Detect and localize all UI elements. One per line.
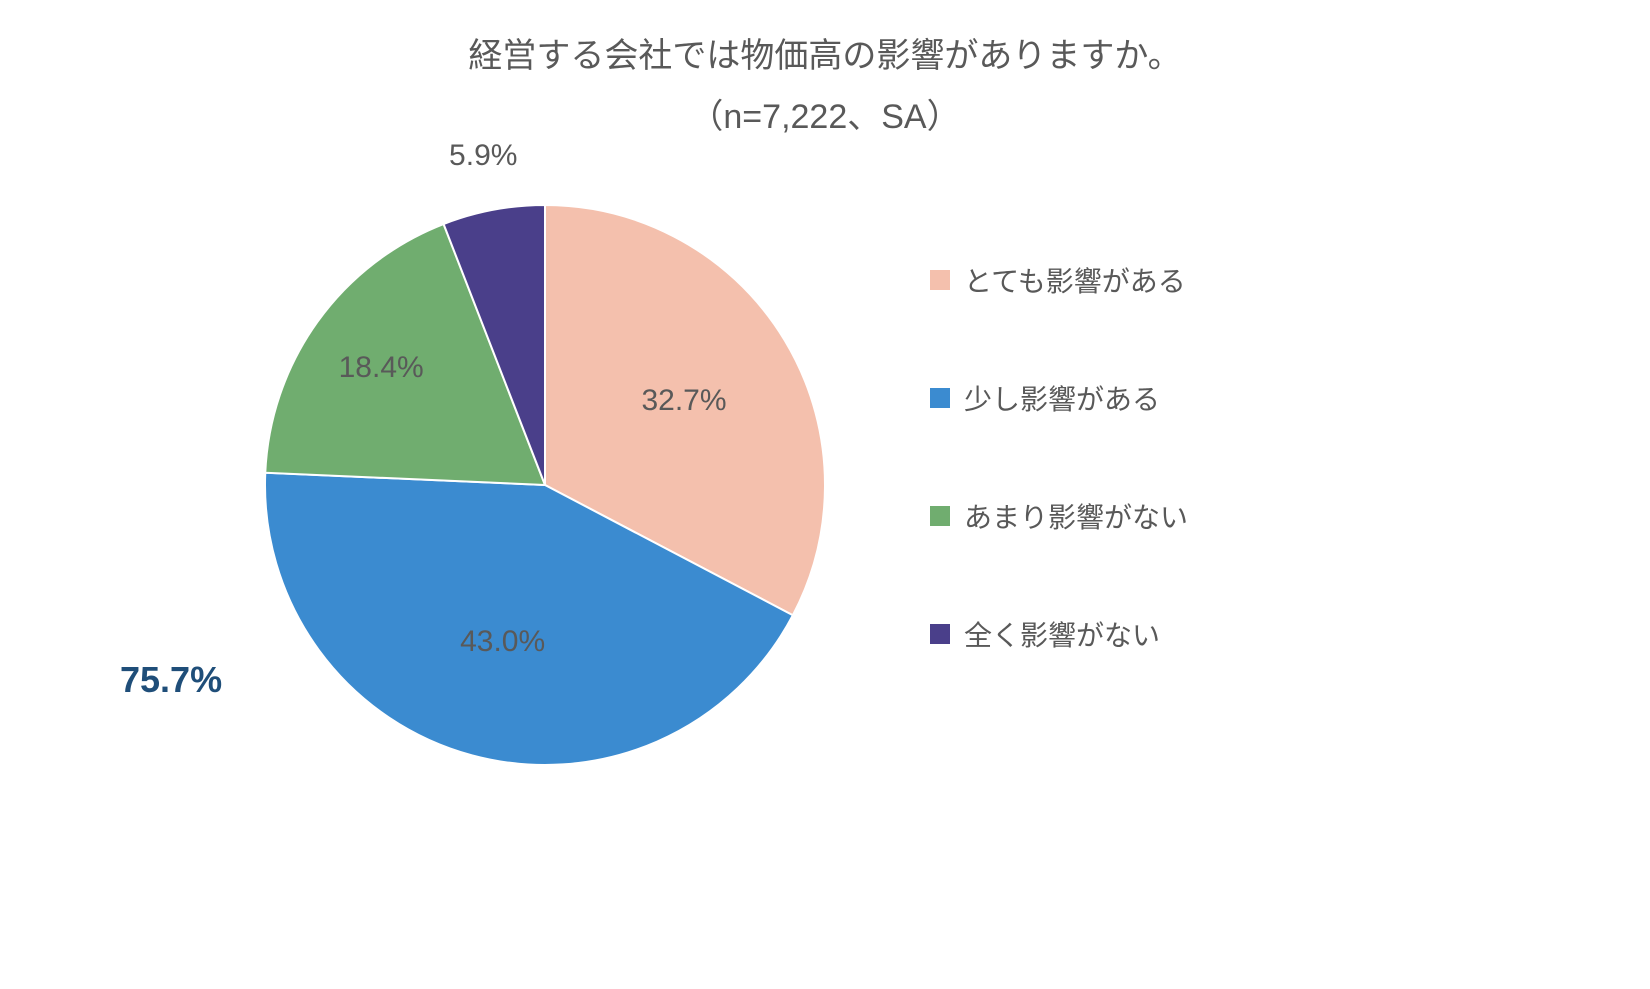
legend-item: 全く影響がない	[930, 614, 1430, 654]
legend-label: 少し影響がある	[964, 378, 1160, 418]
pie-chart: 32.7%43.0%18.4%5.9%75.7%	[260, 200, 830, 770]
pie-slice-label: 32.7%	[641, 384, 726, 418]
legend-swatch	[930, 506, 950, 526]
legend-swatch	[930, 270, 950, 290]
legend-swatch	[930, 624, 950, 644]
pie-callout: 75.7%	[120, 659, 222, 701]
legend-item: あまり影響がない	[930, 496, 1430, 536]
pie-svg	[260, 200, 830, 770]
legend-item: 少し影響がある	[930, 378, 1430, 418]
chart-title-block: 経営する会社では物価高の影響がありますか。 （n=7,222、SA）	[0, 0, 1650, 138]
legend-label: あまり影響がない	[964, 496, 1188, 536]
legend-swatch	[930, 388, 950, 408]
chart-subtitle: （n=7,222、SA）	[0, 89, 1650, 138]
legend-label: 全く影響がない	[964, 614, 1160, 654]
pie-slice-label: 18.4%	[339, 351, 424, 385]
legend-item: とても影響がある	[930, 260, 1430, 300]
pie-slice-label: 5.9%	[449, 139, 517, 173]
chart-title: 経営する会社では物価高の影響がありますか。	[0, 28, 1650, 77]
legend: とても影響がある少し影響があるあまり影響がない全く影響がない	[930, 260, 1430, 654]
legend-label: とても影響がある	[964, 260, 1186, 300]
pie-slice-label: 43.0%	[460, 625, 545, 659]
